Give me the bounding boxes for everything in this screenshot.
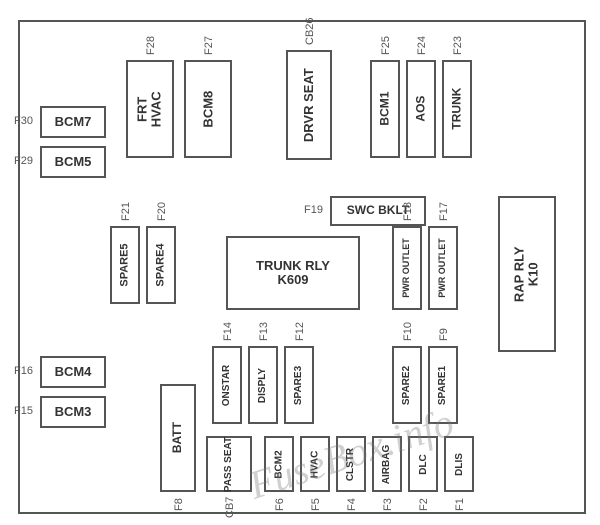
fuse-label: SPARE5 bbox=[119, 243, 131, 286]
slot-label-f1: F1 bbox=[454, 498, 466, 511]
slot-label-f30: F30 bbox=[14, 115, 33, 127]
fuse-dlc: DLC bbox=[408, 436, 438, 492]
slot-label-f19: F19 bbox=[304, 204, 323, 216]
fuse-label: BCM4 bbox=[55, 365, 92, 379]
fuse-bcm5: BCM5 bbox=[40, 146, 106, 178]
slot-label-f21: F21 bbox=[120, 202, 132, 221]
slot-label-f14: F14 bbox=[222, 322, 234, 341]
fuse-label: FRT HVAC bbox=[136, 91, 165, 127]
fuse-trunk: TRUNK bbox=[442, 60, 472, 158]
fuse-label: DLIS bbox=[454, 453, 465, 476]
fuse-label: DLC bbox=[418, 454, 429, 475]
slot-label-f9: F9 bbox=[438, 328, 450, 341]
fuse-dlis: DLIS bbox=[444, 436, 474, 492]
fuse-clstr: CLSTR bbox=[336, 436, 366, 492]
slot-label-cb7: CB7 bbox=[224, 496, 236, 517]
slot-label-f12: F12 bbox=[294, 322, 306, 341]
fuse-label: HVAC bbox=[310, 450, 321, 478]
fuse-bcm3: BCM3 bbox=[40, 396, 106, 428]
fuse-rap_rly: RAP RLY K10 bbox=[498, 196, 556, 352]
fuse-label: BATT bbox=[171, 422, 184, 453]
slot-label-cb26: CB26 bbox=[304, 17, 316, 45]
fuse-label: BCM1 bbox=[378, 92, 391, 126]
slot-label-f25: F25 bbox=[380, 36, 392, 55]
fuse-label: AIRBAG bbox=[382, 444, 393, 483]
fuse-bcm7: BCM7 bbox=[40, 106, 106, 138]
slot-label-f17: F17 bbox=[438, 202, 450, 221]
slot-label-f13: F13 bbox=[258, 322, 270, 341]
fuse-bcm1: BCM1 bbox=[370, 60, 400, 158]
slot-label-f15: F15 bbox=[14, 405, 33, 417]
fusebox-diagram: BCM7 F30 BCM5 F29 FRT HVAC F28 BCM8 F27 DRVR SEA… bbox=[0, 0, 600, 525]
fuse-spare3: SPARE3 bbox=[284, 346, 314, 424]
slot-label-f10: F10 bbox=[402, 322, 414, 341]
slot-label-f20: F20 bbox=[156, 202, 168, 221]
fuse-label: DRVR SEAT bbox=[302, 68, 316, 142]
fuse-label: BCM5 bbox=[55, 155, 92, 169]
slot-label-f3: F3 bbox=[382, 498, 394, 511]
fuse-trunk_rly: TRUNK RLY K609 bbox=[226, 236, 360, 310]
slot-label-f5: F5 bbox=[310, 498, 322, 511]
fuse-pwr_outlet1: PWR OUTLET bbox=[392, 226, 422, 310]
slot-label-f28: F28 bbox=[145, 36, 157, 55]
slot-label-f18: F18 bbox=[402, 202, 414, 221]
fuse-label: BCM7 bbox=[55, 115, 92, 129]
fuse-label: TRUNK bbox=[450, 88, 463, 130]
fuse-spare2: SPARE2 bbox=[392, 346, 422, 424]
slot-label-f29: F29 bbox=[14, 155, 33, 167]
fuse-label: DISPLY bbox=[258, 367, 269, 402]
fuse-label: SPARE2 bbox=[402, 365, 413, 404]
fuse-pwr_outlet2: PWR OUTLET bbox=[428, 226, 458, 310]
fuse-label: BCM3 bbox=[55, 405, 92, 419]
fuse-spare1: SPARE1 bbox=[428, 346, 458, 424]
fuse-batt: BATT bbox=[160, 384, 196, 492]
fuse-pass_seat: PASS SEAT bbox=[206, 436, 252, 492]
fuse-onstar: ONSTAR bbox=[212, 346, 242, 424]
fuse-label: SPARE3 bbox=[294, 365, 305, 404]
fuse-label: PWR OUTLET bbox=[438, 238, 448, 298]
fuse-label: ONSTAR bbox=[222, 364, 233, 405]
fuse-bcm4: BCM4 bbox=[40, 356, 106, 388]
fuse-label: BCM8 bbox=[201, 91, 215, 128]
slot-label-f8: F8 bbox=[173, 498, 185, 511]
slot-label-f6: F6 bbox=[274, 498, 286, 511]
fuse-disply: DISPLY bbox=[248, 346, 278, 424]
slot-label-f4: F4 bbox=[346, 498, 358, 511]
fuse-label: BCM2 bbox=[274, 450, 285, 478]
fuse-label: RAP RLY K10 bbox=[513, 246, 542, 302]
fuse-hvac: HVAC bbox=[300, 436, 330, 492]
fuse-label: AOS bbox=[414, 96, 427, 122]
slot-label-f24: F24 bbox=[416, 36, 428, 55]
fuse-airbag: AIRBAG bbox=[372, 436, 402, 492]
fuse-bcm2: BCM2 bbox=[264, 436, 294, 492]
fuse-label: SPARE4 bbox=[155, 243, 167, 286]
fuse-label: PWR OUTLET bbox=[402, 238, 412, 298]
slot-label-f2: F2 bbox=[418, 498, 430, 511]
fuse-drvr_seat: DRVR SEAT bbox=[286, 50, 332, 160]
fuse-label: TRUNK RLY K609 bbox=[256, 259, 330, 288]
fuse-label: SPARE1 bbox=[438, 365, 449, 404]
fuse-bcm8: BCM8 bbox=[184, 60, 232, 158]
slot-label-f16: F16 bbox=[14, 365, 33, 377]
fuse-label: PASS SEAT bbox=[224, 436, 235, 491]
fuse-frt_hvac: FRT HVAC bbox=[126, 60, 174, 158]
fuse-spare4: SPARE4 bbox=[146, 226, 176, 304]
slot-label-f27: F27 bbox=[203, 36, 215, 55]
fuse-spare5: SPARE5 bbox=[110, 226, 140, 304]
fuse-aos: AOS bbox=[406, 60, 436, 158]
fuse-label: CLSTR bbox=[346, 447, 357, 480]
slot-label-f23: F23 bbox=[452, 36, 464, 55]
fuse-label: SWC BKLT bbox=[347, 204, 409, 217]
